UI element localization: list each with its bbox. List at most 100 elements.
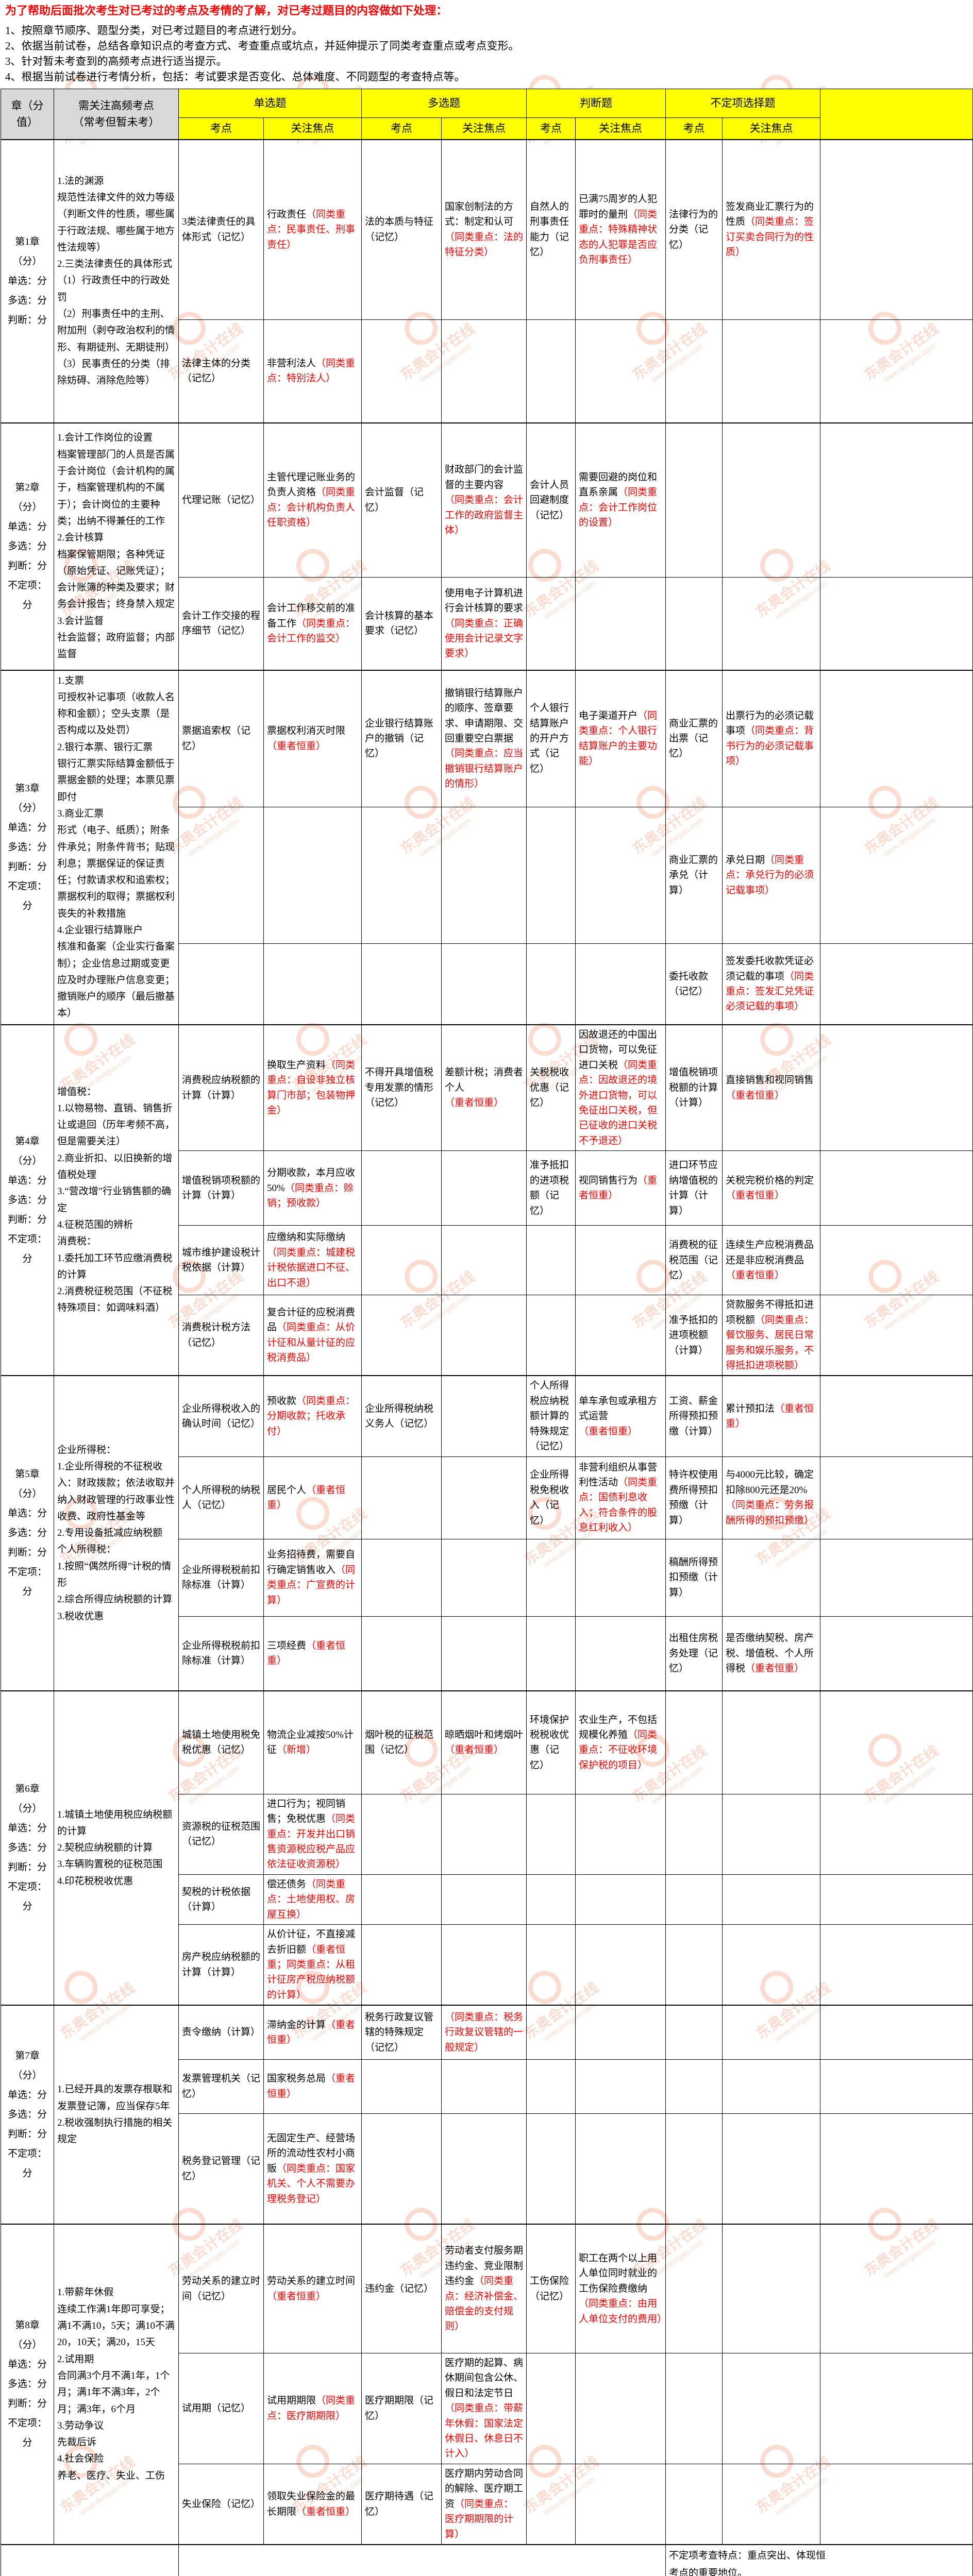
focus-cell: 居民个人（重者恒重）	[263, 1456, 362, 1539]
cell-text: 消费税计税方法（记忆）	[182, 1322, 251, 1348]
cell-text: 因故退还的中国出口货物，可以免征进口关税	[579, 1029, 658, 1071]
topic-cell: 工资、薪金所得预扣预缴（计算）	[665, 1375, 723, 1457]
cell-text: 进口环节应纳增值税的计算（计算）	[669, 1160, 718, 1216]
cell-text: 商业汇票的出票（记忆）	[669, 718, 718, 759]
topic-cell	[526, 1924, 576, 2006]
topic-cell: 失业保险（记忆）	[178, 2463, 264, 2545]
text-line: 4.印花税税收优惠	[57, 1875, 133, 1887]
cell-text: 晾晒烟叶和烤烟叶	[445, 1729, 524, 1740]
cell-text: 试用期（记忆）	[182, 2403, 251, 2414]
filler-cell	[820, 806, 973, 944]
topic-cell: 发票管理机关（记忆）	[178, 2059, 264, 2114]
text-line: 不定项：分	[7, 2418, 47, 2449]
topic-cell: 企业所得税免税收入（记忆）	[526, 1456, 576, 1539]
topic-cell	[665, 2224, 723, 2353]
cell-text: 滞纳金的计算	[267, 2019, 326, 2030]
table-row: 第7章 （分） 单选：分 多选：分 判断：分 不定项：分 1.已经开具的发票存根联和发票登记…	[1, 2005, 973, 2225]
text-line: 档案管理部门的人员是否属于会计岗位（会计机构的属于，档案管理机构的不属于）；会计…	[57, 449, 175, 527]
topic-cell	[526, 2352, 576, 2464]
red-highlight-text: （重者恒重）	[579, 1426, 638, 1437]
focus-cell: 医疗期的起算、病休期间包含公休、假日和法定节日（同类重点：带薪年休假：国家法定休…	[441, 2352, 527, 2464]
col-header-chapter: 章（分值）	[1, 88, 54, 140]
focus-cell	[722, 577, 820, 671]
text-line: 1.以物易物、直销、销售折让或退回（历年考频不高，但是需要关注）	[57, 1103, 175, 1147]
topic-cell	[526, 943, 576, 1025]
cell-text: 稿酬所得预扣预缴（计算）	[669, 1557, 718, 1598]
topic-cell: 会计监督（记忆）	[361, 422, 442, 578]
text-line: 判断：分	[7, 1214, 47, 1225]
cell-text: 准予抵扣的进项税额（记忆）	[530, 1160, 569, 1216]
topic-cell: 会计人员回避制度（记忆）	[526, 422, 576, 578]
topic-cell: 税务行政复议管辖的特殊规定（记忆）	[361, 2005, 442, 2060]
cell-text: 工伤保险（记忆）	[530, 2276, 569, 2302]
focus-cell: 承兑日期（同类重点：承兑行为的必须记载事项）	[722, 806, 820, 944]
cell-text: 会计人员回避制度（记忆）	[530, 479, 569, 521]
cell-text: 个人银行结算账户的开户方式（记忆）	[530, 703, 569, 774]
red-highlight-text: （同类重点：自设非独立核算门市部；包装物押金）	[267, 1059, 356, 1116]
topic-cell: 个人所得税的纳税人（记忆）	[178, 1456, 264, 1539]
red-highlight-text: （同类重点：经济补偿金、赔偿金的支付规则）	[445, 2276, 524, 2332]
red-highlight-text: （同类重点：会计工作的监交）	[267, 618, 356, 645]
table-row: 会计工作交接的程序细节（记忆） 会计工作移交前的准备工作（同类重点：会计工作的监交…	[1, 577, 973, 671]
text-line: 第8章	[15, 2320, 40, 2331]
focus-cell	[441, 2059, 527, 2114]
table-row: 第8章 （分） 单选：分 多选：分 判断：分 不定项：分 1.带薪年休假 连续工作满1年即可享…	[1, 2224, 973, 2545]
cell-text: 个人所得税应纳税额计算的特殊规定（记忆）	[530, 1380, 569, 1452]
red-highlight-text: （同类重点：正确使用会计记录文字要求）	[445, 618, 524, 659]
cell-text: 企业所得税免税收入（记忆）	[530, 1469, 569, 1526]
text-line: （分）	[12, 1803, 42, 1815]
red-highlight-text: （同类重点：土地使用权、房屋互换）	[267, 1878, 356, 1920]
text-line: 多选：分	[7, 2109, 47, 2120]
red-highlight-text: （同类重点：由用人单位支付的费用）	[579, 2298, 667, 2325]
cell-text: 税务行政复议管辖的特殊规定（记忆）	[365, 2011, 434, 2053]
topic-cell	[526, 1793, 576, 1875]
cell-text: 主管代理记账业务的负责人资格	[267, 471, 356, 498]
topic-cell: 企业所得税税前扣除标准（计算）	[178, 1538, 264, 1617]
topic-cell	[361, 1225, 442, 1296]
focus-cell: 国家税务总局（重者恒重）	[263, 2059, 362, 2114]
text-line: 3.会计监督	[57, 615, 104, 626]
topic-cell	[178, 943, 264, 1025]
red-highlight-text: （同类重点：医疗期期限的计算）	[445, 2498, 514, 2540]
topic-cell: 试用期（记忆）	[178, 2352, 264, 2464]
red-highlight-text: （同类重点：承兑行为的必须记载事项）	[726, 854, 814, 896]
topic-cell	[665, 2352, 723, 2464]
filler-cell	[820, 669, 973, 807]
cell-text: 企业所得税税前扣除标准（计算）	[182, 1640, 261, 1667]
filler-cell	[820, 943, 973, 1025]
text-line: 增值税：	[57, 1086, 97, 1097]
cell-text: 契税的计税依据（计算）	[182, 1886, 251, 1912]
focus-cell: 关税完税价格的判定 （重者恒重）	[722, 1150, 820, 1226]
text-line: （分）	[12, 1155, 42, 1166]
focus-cell: 因故退还的中国出口货物，可以免征进口关税（同类重点：因故退还的境外进口货物，可以…	[575, 1024, 666, 1151]
focus-cell	[263, 943, 362, 1025]
topic-cell: 法的本质与特征（记忆）	[361, 139, 442, 320]
text-line: 2.会计核算	[57, 532, 104, 544]
red-highlight-text: （同类重点：税务行政复议管辖的一般规定）	[445, 2011, 524, 2053]
focus-cell: 三项经费（重者恒重）	[263, 1616, 362, 1691]
text-line: 4.征税范围的辨析	[57, 1219, 133, 1230]
cell-text: 换取生产资料	[267, 1059, 326, 1071]
filler-cell	[820, 1456, 973, 1539]
red-highlight-text: （同类重点：签订买卖合同行为的性质）	[726, 216, 814, 258]
cell-text: 居民个人	[267, 1484, 307, 1496]
focus-cell	[441, 2113, 527, 2225]
text-line: 2.税收强制执行措施的相关规定	[57, 2117, 173, 2145]
table-row: 商业汇票的承兑（计算） 承兑日期（同类重点：承兑行为的必须记载事项）	[1, 806, 973, 944]
topic-cell	[665, 1874, 723, 1925]
red-highlight-text: （同类重点：餐饮服务、居民日常服务和娱乐服务，不得抵扣进项税额）	[726, 1314, 814, 1371]
red-highlight-text: （重者恒重）	[726, 1403, 814, 1430]
red-highlight-text: （同类重点：分期收款；托收承付）	[267, 1395, 356, 1437]
topic-cell: 商业汇票的出票（记忆）	[665, 669, 723, 807]
red-highlight-text: （重者恒重）	[726, 1190, 785, 1201]
red-highlight-text: （同类重点：广宣费的计算）	[267, 1564, 356, 1606]
red-highlight-text: （同类重点：因故退还的境外进口货物，可以免征出口关税，但已征收的进口关税不予退还…	[579, 1059, 658, 1146]
cell-text: 发票管理机关（记忆）	[182, 2073, 261, 2099]
topic-cell	[526, 1538, 576, 1617]
text-line: 第3章	[15, 783, 40, 794]
cell-text: 行政责任	[267, 209, 307, 220]
text-line: （分）	[12, 501, 42, 513]
highfreq-cell: 增值税： 1.以物易物、直销、销售折让或退回（历年考频不高，但是需要关注） 2.商业…	[54, 1024, 179, 1376]
table-row: 失业保险（记忆） 领取失业保险金的最长期限（重者恒重） 医疗期待遇（记忆） 医疗期内劳…	[1, 2463, 973, 2545]
topic-cell: 消费税的征税范围（记忆）	[665, 1225, 723, 1296]
